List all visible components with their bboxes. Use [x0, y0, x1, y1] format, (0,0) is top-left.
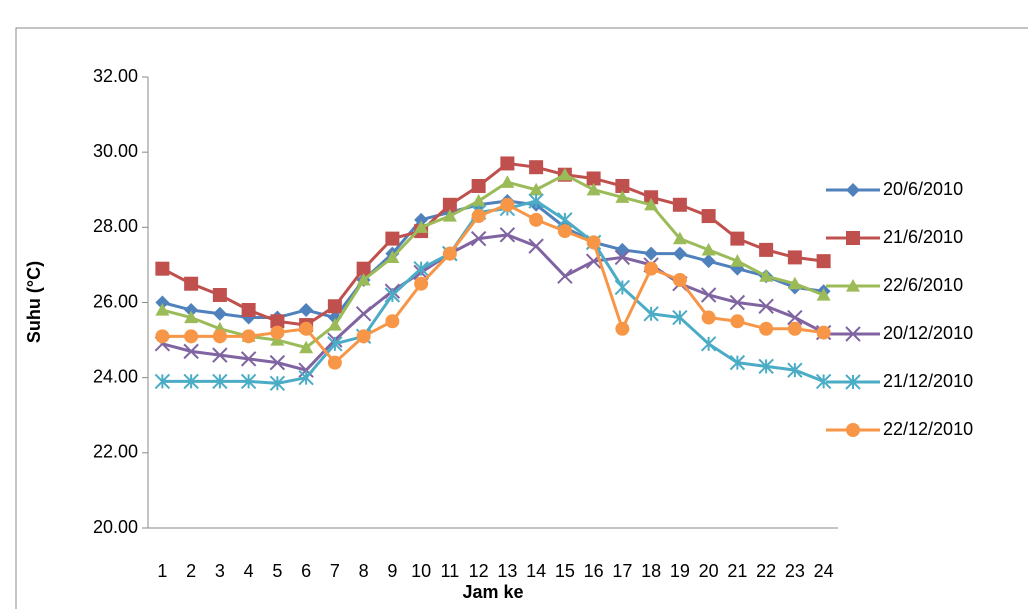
- x-tick-label: 2: [186, 561, 196, 581]
- marker: [702, 254, 716, 268]
- marker: [817, 254, 831, 268]
- marker: [702, 311, 716, 325]
- x-tick-label: 5: [272, 561, 282, 581]
- marker: [242, 329, 256, 343]
- marker: [759, 322, 773, 336]
- marker: [529, 160, 543, 174]
- marker: [558, 224, 572, 238]
- legend-label: 21/12/2010: [883, 371, 973, 391]
- x-tick-label: 22: [756, 561, 776, 581]
- y-tick-label: 26.00: [93, 291, 138, 311]
- x-tick-label: 23: [785, 561, 805, 581]
- x-tick-label: 12: [469, 561, 489, 581]
- x-tick-label: 3: [215, 561, 225, 581]
- marker: [299, 303, 313, 317]
- marker: [615, 243, 629, 257]
- marker: [673, 247, 687, 261]
- legend-label: 21/6/2010: [883, 227, 963, 247]
- marker: [213, 307, 227, 321]
- legend-label: 22/12/2010: [883, 419, 973, 439]
- y-tick-label: 20.00: [93, 517, 138, 537]
- marker: [558, 269, 572, 283]
- x-tick-label: 16: [584, 561, 604, 581]
- page: Suhu (°C) Jam ke 20.00 22.00 24.00 26.00 28.…: [0, 0, 1028, 609]
- y-tick-label: 32.00: [93, 66, 138, 86]
- x-axis-title: Jam ke: [462, 582, 523, 602]
- marker: [213, 288, 227, 302]
- y-tick-label: 22.00: [93, 442, 138, 462]
- marker: [702, 209, 716, 223]
- y-tick-label: 28.00: [93, 216, 138, 236]
- marker: [529, 213, 543, 227]
- x-tick-label: 13: [497, 561, 517, 581]
- x-tick-label: 17: [612, 561, 632, 581]
- x-tick-label: 15: [555, 561, 575, 581]
- marker: [242, 303, 256, 317]
- x-tick-label: 8: [359, 561, 369, 581]
- marker: [414, 277, 428, 291]
- marker: [328, 356, 342, 370]
- marker: [846, 231, 860, 245]
- y-tick-label: 30.00: [93, 141, 138, 161]
- marker: [385, 314, 399, 328]
- marker: [155, 329, 169, 343]
- marker: [846, 423, 860, 437]
- marker: [184, 277, 198, 291]
- x-tick-label: 18: [641, 561, 661, 581]
- marker: [443, 247, 457, 261]
- marker: [644, 262, 658, 276]
- series-line: [162, 163, 823, 325]
- marker: [702, 337, 716, 351]
- marker: [788, 322, 802, 336]
- marker: [500, 156, 514, 170]
- y-axis-title: Suhu (°C): [24, 261, 44, 343]
- x-tick-label: 11: [441, 561, 460, 581]
- x-tick-label: 10: [411, 561, 431, 581]
- marker: [357, 307, 371, 321]
- marker: [500, 175, 514, 188]
- marker: [730, 314, 744, 328]
- marker: [299, 322, 313, 336]
- marker: [155, 262, 169, 276]
- legend-label: 22/6/2010: [883, 275, 963, 295]
- marker: [529, 239, 543, 253]
- marker: [673, 198, 687, 212]
- marker: [328, 299, 342, 313]
- marker: [500, 198, 514, 212]
- marker: [587, 235, 601, 249]
- marker: [730, 232, 744, 246]
- x-tick-label: 24: [814, 561, 834, 581]
- marker: [788, 250, 802, 264]
- legend-label: 20/6/2010: [883, 179, 963, 199]
- marker: [846, 183, 860, 197]
- marker: [673, 273, 687, 287]
- chart: Suhu (°C) Jam ke 20.00 22.00 24.00 26.00 28.…: [0, 0, 1028, 609]
- marker: [644, 247, 658, 261]
- x-tick-label: 14: [526, 561, 546, 581]
- legend-label: 20/12/2010: [883, 323, 973, 343]
- series-line: [162, 175, 823, 348]
- marker: [184, 329, 198, 343]
- x-tick-label: 21: [727, 561, 747, 581]
- x-tick-label: 9: [387, 561, 397, 581]
- marker: [472, 179, 486, 193]
- marker: [759, 243, 773, 257]
- marker: [472, 194, 486, 207]
- marker: [357, 329, 371, 343]
- x-tick-label: 20: [699, 561, 719, 581]
- y-tick-label: 24.00: [93, 366, 138, 386]
- x-tick-label: 7: [330, 561, 340, 581]
- x-tick-label: 1: [157, 561, 167, 581]
- x-tick-label: 4: [244, 561, 254, 581]
- marker: [817, 326, 831, 340]
- chart-border: [16, 28, 1028, 609]
- marker: [270, 326, 284, 340]
- x-tick-label: 6: [301, 561, 311, 581]
- marker: [213, 329, 227, 343]
- marker: [385, 232, 399, 246]
- marker: [615, 322, 629, 336]
- marker: [615, 280, 629, 294]
- x-tick-label: 19: [670, 561, 690, 581]
- marker: [472, 209, 486, 223]
